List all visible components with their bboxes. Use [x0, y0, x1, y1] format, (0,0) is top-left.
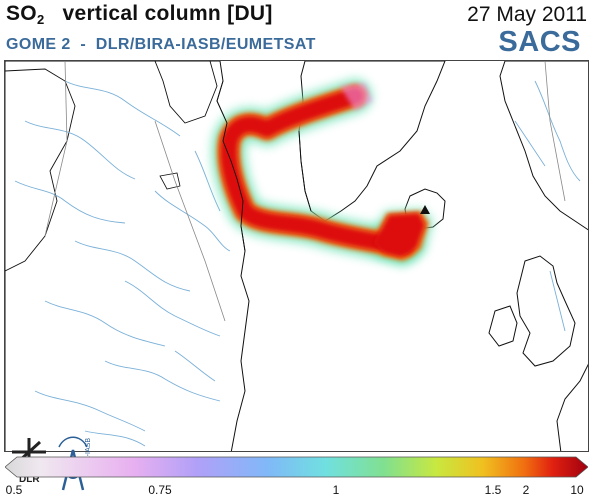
europe-landmass [556, 363, 588, 451]
ireland-landmass [488, 305, 518, 347]
colorbar [5, 456, 588, 478]
dlr-logo-text: DLR [19, 474, 40, 485]
map-title: SO2 vertical column [DU] [6, 2, 273, 27]
data-source: GOME 2 - DLR/BIRA-IASB/EUMETSAT [6, 36, 316, 53]
map-date: 27 May 2011 [467, 3, 587, 26]
hudson-bay [5, 68, 76, 272]
colorbar-tick: 0.75 [148, 483, 172, 497]
volcano-marker-icon [420, 205, 430, 214]
so2-map [4, 60, 589, 452]
colorbar-tick: 2 [522, 483, 530, 497]
title-rest: vertical column [DU] [62, 2, 273, 25]
scandinavia-landmass [499, 61, 588, 231]
borders [44, 61, 566, 322]
greenland-coast-overlay [298, 130, 312, 212]
title-species: SO [6, 2, 37, 25]
coast-overlay [216, 80, 246, 252]
map-canvas [5, 61, 588, 451]
rivers [14, 80, 581, 447]
colorbar-tick: 0.5 [5, 483, 23, 497]
title-subscript: 2 [36, 12, 45, 27]
colorbar-tick: 1 [332, 483, 340, 497]
britain-landmass [516, 255, 576, 367]
brand-label: SACS [498, 26, 581, 58]
colorbar-tick: 1.5 [484, 483, 502, 497]
colorbar-tick: 10 [570, 483, 584, 497]
so2-plume [211, 79, 433, 266]
arctic-island [159, 172, 181, 190]
baffin-island [154, 61, 218, 124]
